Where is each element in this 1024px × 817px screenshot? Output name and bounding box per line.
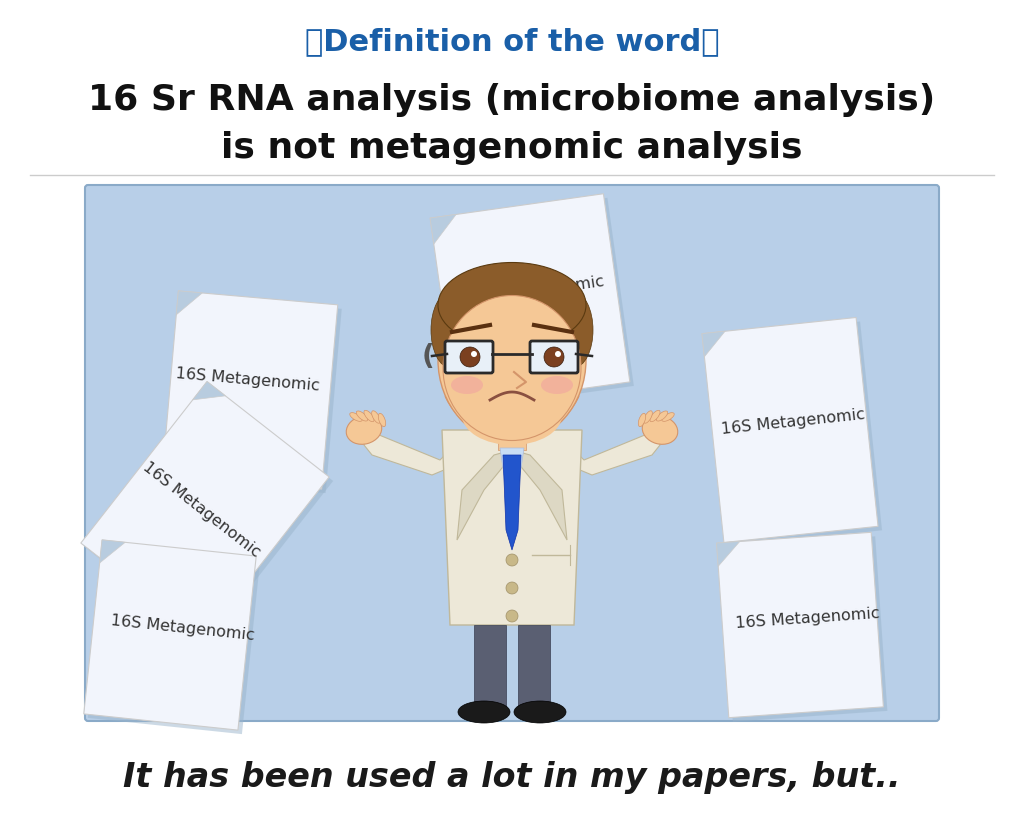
Polygon shape xyxy=(364,430,450,475)
Ellipse shape xyxy=(656,411,668,421)
Ellipse shape xyxy=(350,413,362,422)
Ellipse shape xyxy=(356,411,368,421)
Ellipse shape xyxy=(650,410,660,422)
Polygon shape xyxy=(500,448,524,480)
Ellipse shape xyxy=(443,296,581,440)
Ellipse shape xyxy=(451,376,483,394)
Polygon shape xyxy=(701,331,725,357)
Ellipse shape xyxy=(662,413,674,422)
Text: 16 Sr RNA analysis (microbiome analysis): 16 Sr RNA analysis (microbiome analysis) xyxy=(88,83,936,117)
Text: (: ( xyxy=(422,343,435,371)
Ellipse shape xyxy=(438,278,586,443)
Polygon shape xyxy=(717,542,739,566)
Text: 【Definition of the word】: 【Definition of the word】 xyxy=(305,28,719,56)
Circle shape xyxy=(460,347,480,367)
Ellipse shape xyxy=(642,416,678,444)
Polygon shape xyxy=(706,321,882,547)
Circle shape xyxy=(471,351,477,357)
Circle shape xyxy=(555,351,561,357)
Polygon shape xyxy=(193,382,225,400)
Polygon shape xyxy=(440,323,579,440)
Polygon shape xyxy=(721,536,888,721)
Ellipse shape xyxy=(431,292,469,368)
Polygon shape xyxy=(701,318,878,542)
Polygon shape xyxy=(430,214,456,244)
Text: 16S Metagenomic: 16S Metagenomic xyxy=(460,275,605,310)
Circle shape xyxy=(506,554,518,566)
Polygon shape xyxy=(81,382,329,638)
Polygon shape xyxy=(503,455,521,550)
Polygon shape xyxy=(442,430,582,625)
Ellipse shape xyxy=(378,413,386,426)
Text: 16S Metagenomic: 16S Metagenomic xyxy=(110,613,255,643)
Ellipse shape xyxy=(458,701,510,723)
Polygon shape xyxy=(717,533,884,717)
Polygon shape xyxy=(84,540,256,730)
Polygon shape xyxy=(162,291,338,489)
Text: 16S Metagenomic: 16S Metagenomic xyxy=(720,407,865,437)
Bar xyxy=(474,625,506,710)
Circle shape xyxy=(506,610,518,622)
FancyBboxPatch shape xyxy=(85,185,939,721)
Polygon shape xyxy=(166,295,342,493)
Ellipse shape xyxy=(638,413,646,426)
Ellipse shape xyxy=(346,416,382,444)
Ellipse shape xyxy=(372,411,380,423)
Text: 16S Metagenomic: 16S Metagenomic xyxy=(735,605,881,631)
Polygon shape xyxy=(457,450,512,540)
Text: 16S Metagenomic: 16S Metagenomic xyxy=(140,460,263,560)
Text: 16S Metagenomic: 16S Metagenomic xyxy=(175,366,321,394)
Bar xyxy=(518,625,550,710)
Text: It has been used a lot in my papers, but..: It has been used a lot in my papers, but… xyxy=(123,761,901,794)
Polygon shape xyxy=(512,450,567,540)
Polygon shape xyxy=(434,198,634,410)
Ellipse shape xyxy=(514,701,566,723)
Bar xyxy=(498,415,526,450)
FancyBboxPatch shape xyxy=(530,341,578,373)
Ellipse shape xyxy=(462,385,562,445)
Ellipse shape xyxy=(364,410,374,422)
Polygon shape xyxy=(430,194,630,406)
Polygon shape xyxy=(574,430,660,475)
Polygon shape xyxy=(176,291,203,315)
Text: is not metagenomic analysis: is not metagenomic analysis xyxy=(221,131,803,165)
Polygon shape xyxy=(85,386,333,642)
Ellipse shape xyxy=(644,411,652,423)
Ellipse shape xyxy=(438,262,586,347)
Circle shape xyxy=(506,582,518,594)
Ellipse shape xyxy=(541,376,573,394)
FancyBboxPatch shape xyxy=(445,341,493,373)
Polygon shape xyxy=(88,544,260,734)
Ellipse shape xyxy=(555,292,593,368)
Polygon shape xyxy=(99,540,125,563)
Circle shape xyxy=(544,347,564,367)
